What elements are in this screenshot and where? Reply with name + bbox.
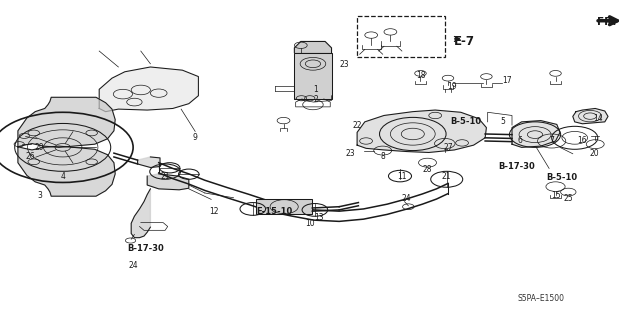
Text: 22: 22 [353,121,362,130]
Text: 19: 19 [447,82,457,91]
Text: 28: 28 [423,165,432,174]
Text: 5: 5 [500,117,506,126]
Text: 1: 1 [313,85,318,94]
Text: 9: 9 [193,133,198,142]
Text: 24: 24 [128,261,138,270]
Text: 6: 6 [517,137,522,145]
Bar [294,53,332,99]
Polygon shape [357,110,486,152]
Text: S5PA–E1500: S5PA–E1500 [517,294,564,303]
Text: 25: 25 [563,194,573,203]
Text: 27: 27 [443,143,453,152]
Polygon shape [18,146,115,196]
Text: B-5-10: B-5-10 [451,117,481,126]
Text: E-7: E-7 [454,35,475,48]
Polygon shape [138,157,160,167]
Text: 16: 16 [577,137,588,145]
Text: 12: 12 [210,207,219,216]
Text: 23: 23 [339,60,349,69]
Polygon shape [131,189,150,238]
Polygon shape [512,121,560,147]
Text: B-5-10: B-5-10 [547,173,577,182]
Polygon shape [294,41,332,53]
Text: 4: 4 [60,172,65,181]
Text: 3: 3 [37,191,42,200]
Text: 15: 15 [550,191,561,200]
Text: 13: 13 [314,213,324,222]
Text: 20: 20 [589,149,599,158]
Polygon shape [573,108,608,124]
Text: 8: 8 [380,152,385,161]
Text: 24: 24 [401,194,412,203]
Text: 29: 29 [35,143,45,152]
Text: 14: 14 [593,114,604,123]
Polygon shape [18,97,115,147]
Text: E-15-10: E-15-10 [256,207,292,216]
Polygon shape [147,174,189,190]
FancyArrowPatch shape [598,17,618,25]
Text: 21: 21 [442,172,451,181]
Bar [256,199,312,214]
Polygon shape [99,67,198,112]
Text: B-17-30: B-17-30 [499,162,536,171]
Text: 7: 7 [549,137,554,145]
Text: 2: 2 [313,95,318,104]
Text: 17: 17 [502,76,512,85]
Text: FR.: FR. [597,17,616,27]
Text: 23: 23 [346,149,356,158]
Text: 11: 11 [397,172,406,181]
Text: 10: 10 [305,219,316,228]
Text: 26: 26 [26,152,36,161]
Text: 21: 21 [161,172,170,181]
Text: B-17-30: B-17-30 [127,244,164,253]
Text: 18: 18 [417,71,426,80]
